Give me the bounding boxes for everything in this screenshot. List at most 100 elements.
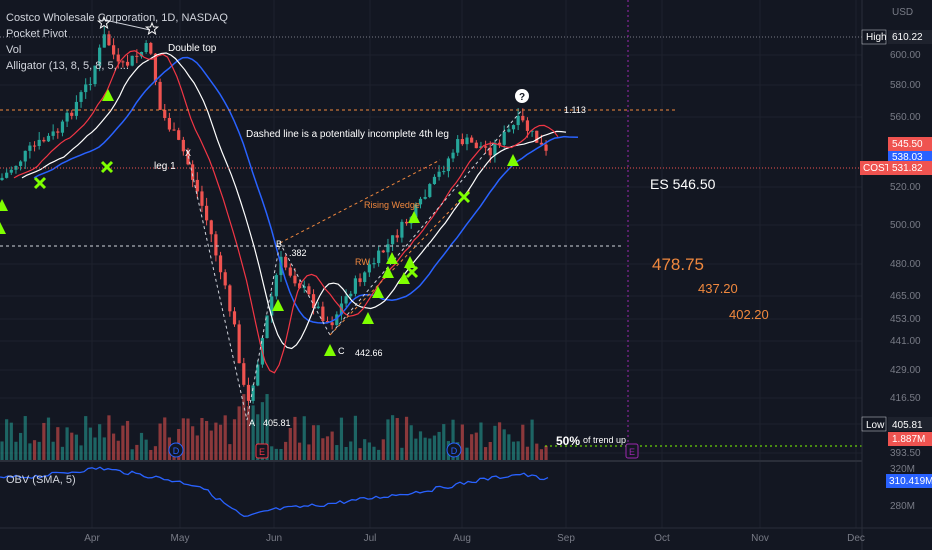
candle-body (367, 264, 371, 273)
volume-bar (14, 441, 18, 460)
volume-bar (116, 440, 120, 460)
candle-body (493, 142, 497, 156)
fifty-pct-label: 50% (556, 434, 580, 448)
candle-body (200, 191, 204, 206)
volume-bar (525, 446, 530, 460)
volume-bar (246, 406, 251, 460)
volume-bar (232, 419, 237, 460)
indicator-alligator[interactable]: Alligator (13, 8, 5, 8, 5, ... (6, 60, 129, 72)
candle-body (325, 321, 330, 323)
volume-bar (488, 441, 492, 460)
candle-body (246, 384, 251, 401)
of-trend-label: of trend up (583, 435, 626, 445)
volume-bar (158, 423, 162, 460)
candle-body (5, 172, 9, 178)
volume-bar (107, 415, 111, 460)
svg-text:405.81: 405.81 (892, 420, 923, 431)
candle-body (19, 161, 23, 166)
volume-bar (316, 425, 320, 460)
volume-bar (511, 441, 516, 460)
candle-body (60, 121, 65, 133)
pocket-pivot-marker (324, 344, 336, 356)
pocket-pivot-marker (372, 286, 384, 298)
volume-bar (521, 424, 525, 460)
low-tag: Low 405.81 (861, 416, 932, 432)
pocket-pivot-marker (408, 211, 420, 223)
svg-text:Low: Low (866, 420, 885, 431)
candle-body (330, 322, 334, 326)
volume-bar (409, 425, 413, 460)
volume-bar (5, 419, 9, 460)
volume-bar (93, 437, 97, 460)
volume-bar (302, 416, 306, 460)
indicator-pocket-pivot[interactable]: Pocket Pivot (6, 28, 67, 40)
candle-body (484, 146, 488, 148)
volume-bar (223, 415, 227, 460)
cross-marker (100, 160, 114, 174)
alligator-teeth-line (21, 52, 567, 350)
time-tick: Jun (266, 533, 282, 544)
volume-bar (330, 431, 334, 460)
candle-body (344, 296, 348, 304)
candle-body (228, 285, 232, 312)
alligator-lips-line (13, 50, 559, 374)
volume-bar (32, 440, 37, 460)
volume-bar (479, 422, 483, 460)
earnings-icon-future[interactable]: E (625, 443, 639, 459)
candle-body (79, 92, 83, 102)
volume-bar (423, 437, 427, 460)
price-tick: 453.00 (890, 314, 921, 325)
candle-body (209, 220, 213, 235)
chart-title: Costco Wholesale Corporation, 1D, NASDAQ (6, 12, 228, 24)
volume-bar (298, 442, 302, 460)
candle-body (381, 250, 385, 253)
obv-tick: 320M (890, 464, 915, 475)
time-tick: Nov (751, 533, 769, 544)
volume-bar (404, 416, 409, 460)
dividend-icon[interactable]: D (168, 442, 184, 458)
candle-body (539, 142, 543, 145)
candle-body (363, 272, 367, 283)
volume-bar (56, 427, 60, 460)
a-point-label: A (249, 418, 255, 428)
candle-body (98, 47, 102, 66)
candle-body (0, 177, 4, 180)
volume-bar (9, 422, 13, 460)
volume-bar (270, 446, 274, 460)
volume-bar (214, 422, 218, 460)
volume-bar (228, 444, 232, 460)
candle-body (474, 142, 478, 149)
obv-tick: 280M (890, 501, 915, 512)
volume-bar (98, 424, 102, 460)
volume-bar (451, 419, 455, 460)
candle-body (400, 221, 404, 238)
volume-bar (19, 432, 23, 460)
volume-bar (144, 439, 148, 460)
es-label: ES 546.50 (650, 176, 716, 192)
volume-bar (23, 416, 27, 460)
time-tick: Dec (847, 533, 865, 544)
svg-text:310.419M: 310.419M (889, 476, 932, 487)
volume-bar (465, 447, 469, 460)
candle-body (9, 169, 13, 173)
dividend-icon-2[interactable]: D (446, 442, 462, 458)
candle-body (102, 34, 106, 48)
price-tick: 580.00 (890, 80, 921, 91)
indicator-vol[interactable]: Vol (6, 44, 21, 56)
svg-text:E: E (259, 447, 265, 457)
candle-body (135, 55, 139, 57)
current-price-tag: 545.50 538.03 (888, 137, 932, 163)
volume-bar (497, 422, 502, 460)
candle-body (372, 263, 376, 265)
indicator-obv[interactable]: OBV (SMA, 5) (6, 474, 76, 486)
time-axis[interactable]: Apr May Jun Jul Aug Sep Oct Nov Dec (84, 533, 865, 544)
candle-body (335, 314, 339, 326)
candle-body (256, 364, 260, 386)
obv-axis[interactable]: 320M 280M (890, 464, 915, 512)
candle-body (307, 286, 311, 295)
candle-body (284, 256, 288, 268)
candle-body (214, 234, 218, 256)
earnings-icon[interactable]: E (255, 443, 269, 459)
